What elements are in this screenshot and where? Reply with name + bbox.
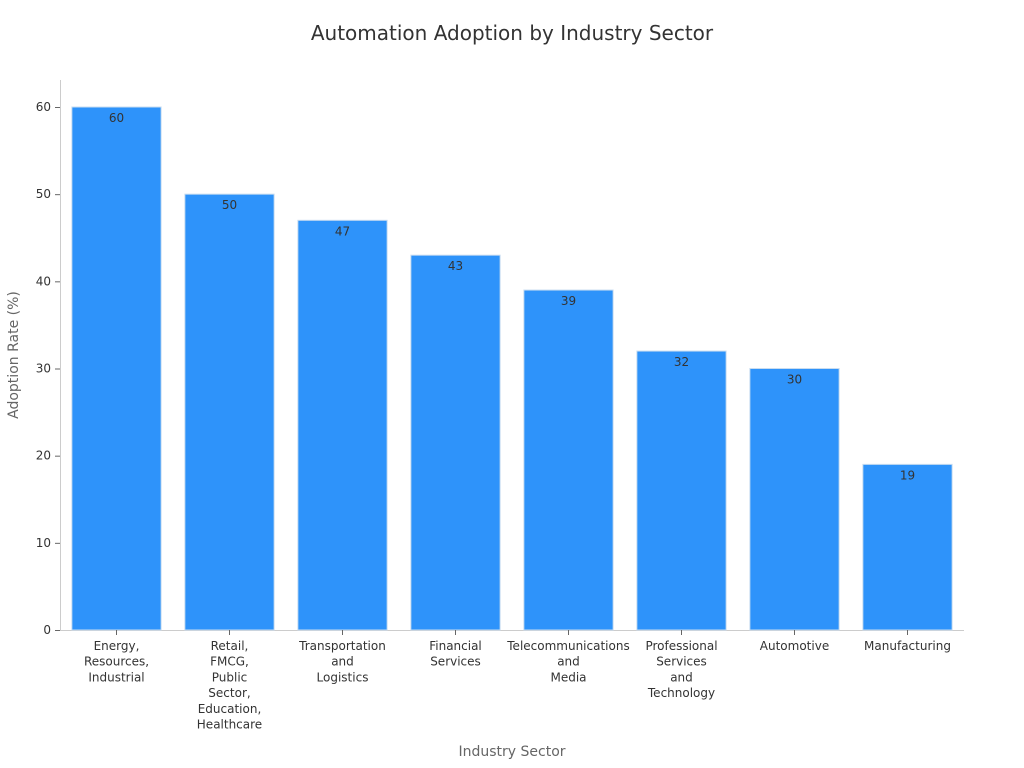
bar-value-label: 30 bbox=[787, 373, 802, 387]
x-tick-label: Technology bbox=[647, 686, 715, 700]
y-axis-title: Adoption Rate (%) bbox=[6, 291, 22, 419]
x-tick-label: and bbox=[670, 670, 693, 684]
x-tick-label: Public bbox=[212, 670, 248, 684]
x-tick-label: Professional bbox=[645, 639, 717, 653]
y-tick-label: 0 bbox=[43, 623, 51, 637]
bar-value-label: 47 bbox=[335, 224, 350, 238]
x-tick-label: Services bbox=[430, 655, 481, 669]
x-tick-label: Automotive bbox=[760, 639, 829, 653]
bar bbox=[636, 350, 727, 631]
bar bbox=[184, 193, 275, 631]
x-tick-label: Energy, bbox=[94, 639, 140, 653]
chart-title: Automation Adoption by Industry Sector bbox=[311, 21, 714, 45]
x-tick-label: Healthcare bbox=[197, 718, 262, 732]
bar-value-label: 50 bbox=[222, 198, 237, 212]
x-tick-label: Education, bbox=[198, 702, 262, 716]
bar bbox=[523, 289, 614, 631]
x-tick-label: Transportation bbox=[298, 639, 386, 653]
bar-series: 60 50 47 43 39 32 30 19 bbox=[71, 106, 953, 631]
x-tick-label: and bbox=[331, 655, 354, 669]
y-tick-label: 20 bbox=[36, 449, 51, 463]
y-tick-label: 50 bbox=[36, 187, 51, 201]
x-tick-label: Sector, bbox=[208, 686, 250, 700]
x-tick-label: Telecommunications bbox=[506, 639, 629, 653]
x-tick-label: Industrial bbox=[88, 670, 144, 684]
x-tick-label: Financial bbox=[429, 639, 482, 653]
bar-value-label: 19 bbox=[900, 468, 915, 482]
bar-value-label: 43 bbox=[448, 259, 463, 273]
x-tick-label: and bbox=[557, 655, 580, 669]
bar bbox=[71, 106, 162, 631]
x-tick-label: Media bbox=[550, 670, 586, 684]
bar bbox=[410, 254, 501, 631]
y-tick-label: 10 bbox=[36, 536, 51, 550]
bar-value-label: 32 bbox=[674, 355, 689, 369]
y-tick-label: 60 bbox=[36, 100, 51, 114]
bar bbox=[749, 368, 840, 631]
x-tick-label: Services bbox=[656, 655, 707, 669]
bar bbox=[862, 463, 953, 631]
x-tick-label: Manufacturing bbox=[864, 639, 951, 653]
x-tick-label: Logistics bbox=[317, 670, 369, 684]
bar-value-label: 39 bbox=[561, 294, 576, 308]
bar bbox=[297, 219, 388, 631]
x-axis-title: Industry Sector bbox=[458, 744, 565, 760]
y-tick-label: 30 bbox=[36, 362, 51, 376]
x-tick-label: Resources, bbox=[84, 655, 149, 669]
x-tick-label: Retail, bbox=[211, 639, 249, 653]
y-axis-ticks: 0 10 20 30 40 50 60 bbox=[36, 100, 60, 637]
y-tick-label: 40 bbox=[36, 274, 51, 288]
bar-value-label: 60 bbox=[109, 111, 124, 125]
x-tick-label: FMCG, bbox=[210, 655, 249, 669]
x-axis-category-labels: Energy,Resources,IndustrialRetail,FMCG,P… bbox=[84, 630, 951, 732]
